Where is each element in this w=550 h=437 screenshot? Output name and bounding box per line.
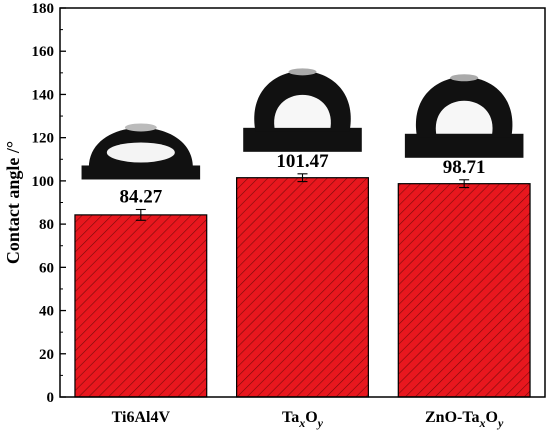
bar-2 xyxy=(397,183,531,398)
error-bar-0 xyxy=(135,208,146,221)
droplet-image-0 xyxy=(81,123,201,180)
y-tick-label: 40 xyxy=(39,304,54,320)
y-tick-label: 0 xyxy=(47,390,55,406)
bar-0 xyxy=(74,214,208,398)
droplet-images xyxy=(81,68,524,180)
y-tick-label: 80 xyxy=(39,217,54,233)
category-label-1: TaxOy xyxy=(282,409,324,430)
error-bar-1 xyxy=(297,173,308,183)
error-bars-group xyxy=(135,173,470,221)
data-label-0: 84.27 xyxy=(119,186,162,207)
y-tick-label: 180 xyxy=(32,1,55,17)
x-axis-categories: Ti6Al4V TaxOy ZnO-TaxOy xyxy=(112,409,504,430)
y-axis-title: Contact angle /° xyxy=(3,141,23,264)
y-tick-label: 140 xyxy=(32,87,55,103)
bars-group xyxy=(74,177,531,398)
droplet-image-2 xyxy=(404,74,524,158)
y-tick-label: 60 xyxy=(39,260,54,276)
bar-1 xyxy=(236,177,369,398)
data-label-1: 101.47 xyxy=(276,151,329,172)
y-tick-label: 20 xyxy=(39,347,54,363)
data-label-2: 98.71 xyxy=(443,157,486,178)
category-label-0: Ti6Al4V xyxy=(112,409,171,426)
y-tick-label: 100 xyxy=(32,174,55,190)
value-labels-group: 84.27 101.47 98.71 xyxy=(119,151,485,208)
y-axis-ticks: 0 20 40 60 80 100 120 140 160 180 xyxy=(32,1,66,406)
droplet-image-1 xyxy=(243,68,362,152)
category-label-2: ZnO-TaxOy xyxy=(425,409,504,430)
error-bar-2 xyxy=(459,179,470,189)
y-tick-label: 120 xyxy=(32,131,55,147)
y-tick-label: 160 xyxy=(32,44,55,60)
